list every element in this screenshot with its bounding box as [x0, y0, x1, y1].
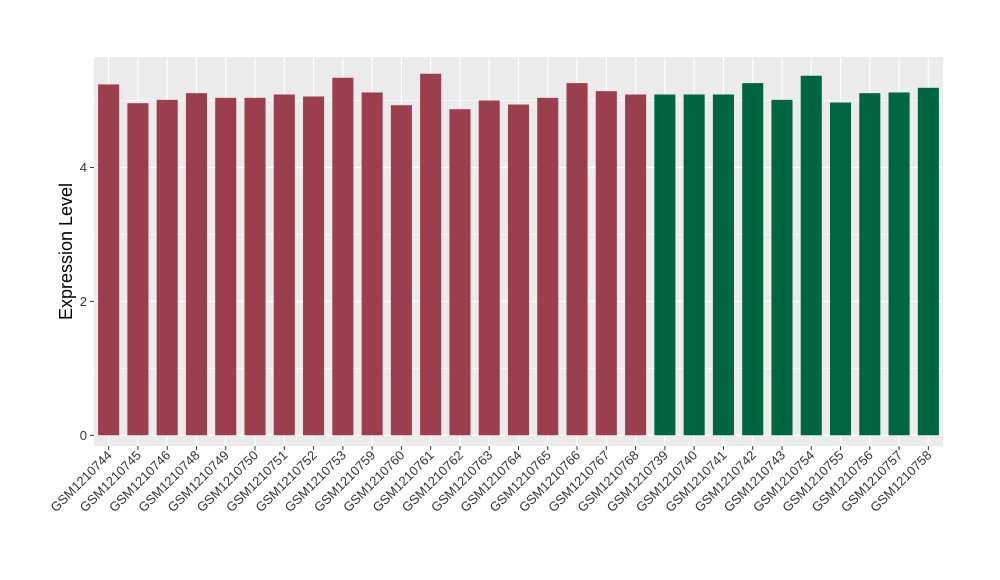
bar-GSM1210758 — [917, 87, 939, 436]
bar-GSM1210755 — [829, 102, 852, 436]
bar-GSM1210753 — [332, 77, 354, 436]
bar-GSM1210761 — [420, 73, 442, 436]
bar-GSM1210757 — [888, 92, 910, 436]
bar-GSM1210742 — [742, 83, 764, 436]
bar-GSM1210759 — [361, 92, 383, 436]
bar-GSM1210741 — [712, 94, 734, 436]
bars — [98, 73, 939, 436]
bar-GSM1210752 — [303, 96, 325, 436]
bar-GSM1210760 — [390, 105, 412, 436]
bar-GSM1210745 — [127, 103, 149, 436]
y-axis: 0 2 4 — [80, 160, 94, 443]
bar-GSM1210751 — [273, 94, 295, 436]
bar-GSM1210739 — [654, 94, 676, 436]
bar-GSM1210740 — [683, 94, 705, 436]
bar-GSM1210765 — [537, 97, 559, 436]
bar-GSM1210743 — [771, 99, 793, 436]
bar-GSM1210754 — [800, 75, 822, 436]
y-tick-label: 4 — [80, 160, 87, 175]
bar-GSM1210756 — [859, 93, 881, 436]
bar-GSM1210768 — [625, 94, 647, 436]
bar-GSM1210763 — [478, 100, 500, 436]
bar-GSM1210749 — [215, 97, 237, 436]
bar-GSM1210750 — [244, 97, 266, 436]
bar-GSM1210767 — [595, 91, 617, 436]
y-tick-label: 0 — [80, 428, 87, 443]
bar-GSM1210744 — [98, 84, 120, 436]
bar-GSM1210766 — [566, 83, 588, 436]
bar-GSM1210748 — [185, 93, 208, 436]
y-tick-label: 2 — [80, 294, 87, 309]
bar-GSM1210762 — [449, 109, 471, 436]
bar-GSM1210764 — [507, 104, 530, 436]
y-axis-title: Expression Level — [56, 183, 76, 320]
x-axis: GSM1210744GSM1210745GSM1210746GSM1210748… — [47, 446, 934, 515]
bar-GSM1210746 — [156, 99, 178, 436]
